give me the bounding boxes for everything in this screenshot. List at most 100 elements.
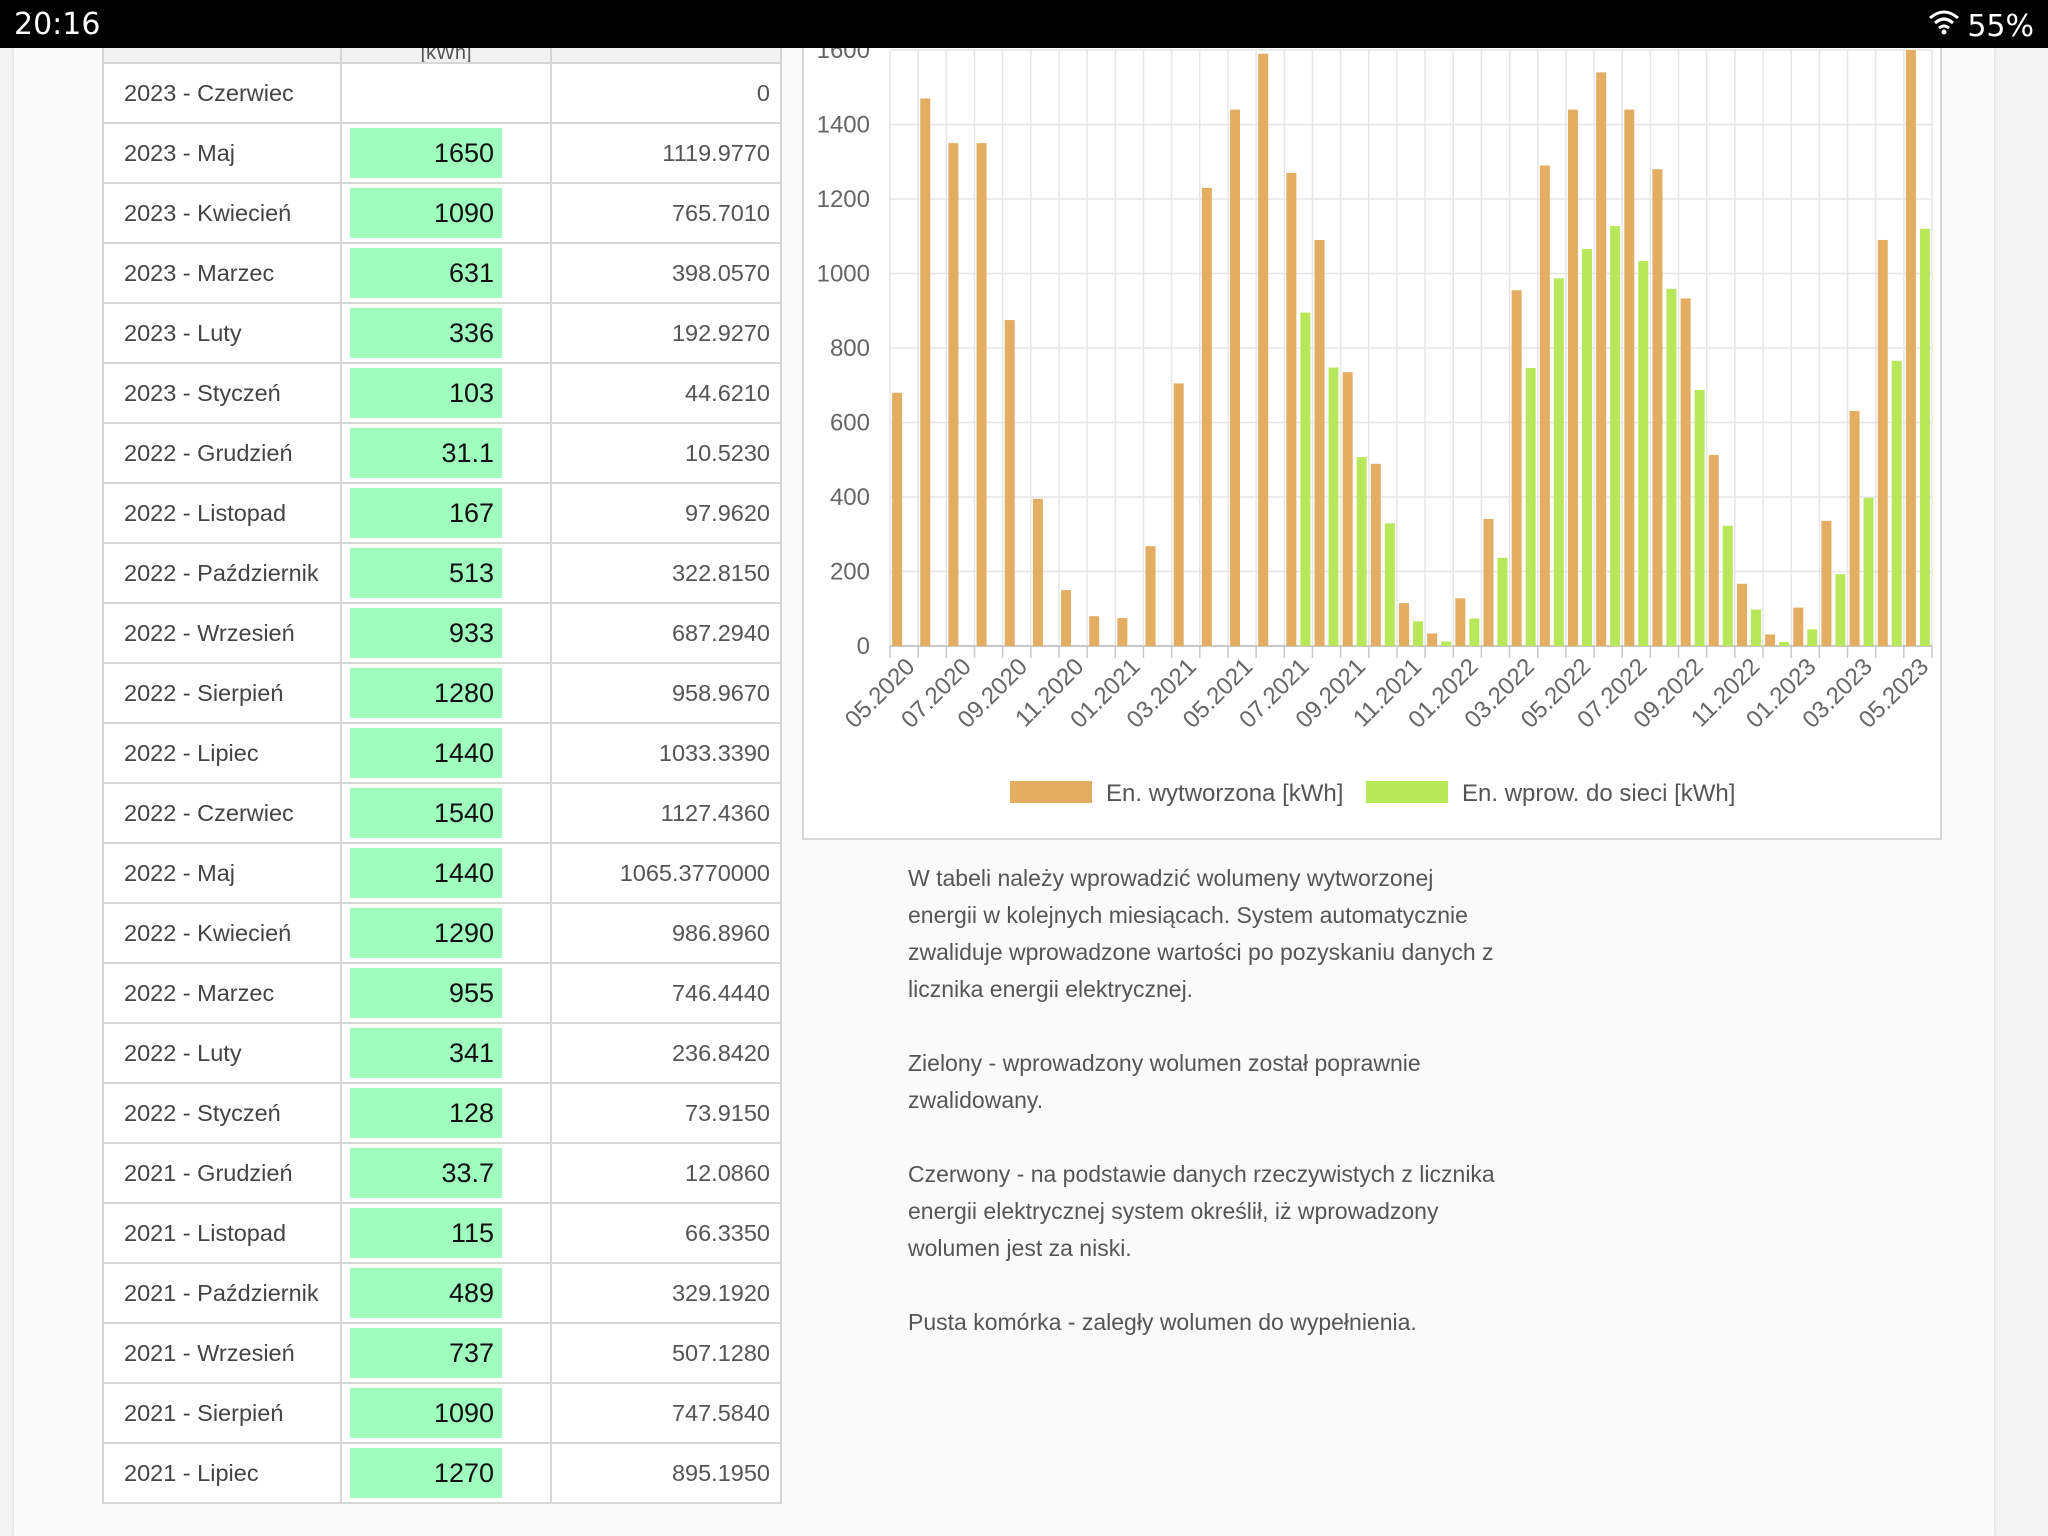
- table-row: 2022 - Marzec 955 746.4440: [102, 962, 782, 1024]
- validated-value-cell: 895.1950: [550, 1442, 782, 1504]
- info-paragraph-empty: Pusta komórka - zaległy wolumen do wypeł…: [908, 1309, 1417, 1335]
- validated-value-cell: 765.7010: [550, 182, 782, 244]
- volume-cell[interactable]: 1280: [340, 662, 552, 724]
- volume-value[interactable]: 33.7: [350, 1148, 502, 1198]
- month-cell: 2021 - Grudzień: [102, 1142, 342, 1204]
- volume-cell[interactable]: 489: [340, 1262, 552, 1324]
- header-month: [102, 48, 342, 64]
- volume-cell[interactable]: [340, 62, 552, 124]
- volume-cell[interactable]: 33.7: [340, 1142, 552, 1204]
- volume-cell[interactable]: 1540: [340, 782, 552, 844]
- volume-cell[interactable]: 1270: [340, 1442, 552, 1504]
- legend-label-produced: En. wytworzona [kWh]: [1106, 780, 1343, 807]
- volume-cell[interactable]: 31.1: [340, 422, 552, 484]
- volume-value[interactable]: 341: [350, 1028, 502, 1078]
- volume-cell[interactable]: 336: [340, 302, 552, 364]
- bar-exported: [1863, 497, 1874, 646]
- y-tick-label: 1000: [817, 261, 870, 288]
- energy-chart: 0 200 400 600 800 1000 1200 1400 1600 05.2020 07.2…: [802, 48, 1942, 840]
- production-table: [kWh] 2023 - Czerwiec 0 2023 - Maj 1650 1119…: [102, 48, 782, 1504]
- bar-exported: [1891, 360, 1902, 646]
- volume-value[interactable]: 955: [350, 968, 502, 1018]
- volume-value[interactable]: 1290: [350, 908, 502, 958]
- volume-cell[interactable]: 955: [340, 962, 552, 1024]
- status-bar: 20:16 55%: [0, 0, 2048, 48]
- bar-produced: [1370, 463, 1381, 646]
- table-row: 2022 - Luty 341 236.8420: [102, 1022, 782, 1084]
- volume-value[interactable]: 1270: [350, 1448, 502, 1498]
- volume-value[interactable]: 1090: [350, 188, 502, 238]
- volume-value[interactable]: 1280: [350, 668, 502, 718]
- bar-produced: [948, 143, 959, 646]
- bar-exported: [1497, 557, 1508, 646]
- volume-value[interactable]: 128: [350, 1088, 502, 1138]
- volume-cell[interactable]: 128: [340, 1082, 552, 1144]
- volume-cell[interactable]: 1290: [340, 902, 552, 964]
- legend-label-exported: En. wprow. do sieci [kWh]: [1462, 780, 1735, 807]
- validated-value-cell: 236.8420: [550, 1022, 782, 1084]
- volume-cell[interactable]: 1090: [340, 182, 552, 244]
- bar-produced: [1173, 383, 1184, 646]
- chart-svg: 0200400600800100012001400160005.202007.2…: [817, 48, 1935, 807]
- validated-value-cell: 398.0570: [550, 242, 782, 304]
- table-row: 2022 - Maj 1440 1065.3770000: [102, 842, 782, 904]
- battery-level: 55%: [1967, 8, 2034, 44]
- volume-value[interactable]: 31.1: [350, 428, 502, 478]
- volume-cell[interactable]: 115: [340, 1202, 552, 1264]
- bar-exported: [1807, 629, 1818, 646]
- volume-value[interactable]: 1440: [350, 848, 502, 898]
- volume-value[interactable]: 1650: [350, 128, 502, 178]
- bar-exported: [1384, 523, 1395, 646]
- volume-cell[interactable]: 631: [340, 242, 552, 304]
- bar-produced: [1708, 454, 1719, 646]
- volume-value[interactable]: 115: [350, 1208, 502, 1258]
- bar-produced: [1117, 618, 1128, 646]
- volume-value[interactable]: 513: [350, 548, 502, 598]
- volume-value[interactable]: 1090: [350, 1388, 502, 1438]
- volume-cell[interactable]: 1440: [340, 842, 552, 904]
- volume-cell[interactable]: 737: [340, 1322, 552, 1384]
- bar-produced: [1680, 298, 1691, 646]
- month-cell: 2022 - Luty: [102, 1022, 342, 1084]
- volume-value[interactable]: 489: [350, 1268, 502, 1318]
- volume-cell[interactable]: 103: [340, 362, 552, 424]
- y-tick-label: 1400: [817, 112, 870, 139]
- legend-swatch-exported: [1366, 781, 1448, 803]
- table-row: 2022 - Listopad 167 97.9620: [102, 482, 782, 544]
- volume-cell[interactable]: 1090: [340, 1382, 552, 1444]
- info-paragraph-red: Czerwony - na podstawie danych rzeczywis…: [908, 1161, 1495, 1261]
- info-paragraph-intro: W tabeli należy wprowadzić wolumeny wytw…: [908, 865, 1494, 1002]
- volume-cell[interactable]: 933: [340, 602, 552, 664]
- bar-produced: [1652, 169, 1663, 646]
- volume-value[interactable]: 167: [350, 488, 502, 538]
- volume-value[interactable]: 336: [350, 308, 502, 358]
- volume-value[interactable]: 103: [350, 368, 502, 418]
- bar-exported: [1469, 618, 1480, 646]
- info-text: W tabeli należy wprowadzić wolumeny wytw…: [908, 860, 1508, 1378]
- volume-cell[interactable]: 1440: [340, 722, 552, 784]
- table-row: 2021 - Sierpień 1090 747.5840: [102, 1382, 782, 1444]
- table-row: 2022 - Sierpień 1280 958.9670: [102, 662, 782, 724]
- volume-value[interactable]: 933: [350, 608, 502, 658]
- table-row: 2023 - Kwiecień 1090 765.7010: [102, 182, 782, 244]
- table-row: 2023 - Styczeń 103 44.6210: [102, 362, 782, 424]
- bar-produced: [1230, 109, 1241, 647]
- bar-exported: [1553, 278, 1564, 646]
- bar-produced: [1455, 598, 1466, 646]
- y-tick-label: 400: [830, 484, 870, 511]
- bar-exported: [1525, 367, 1536, 646]
- y-tick-label: 600: [830, 410, 870, 437]
- bar-produced: [920, 98, 931, 647]
- volume-value[interactable]: 1540: [350, 788, 502, 838]
- volume-cell[interactable]: 513: [340, 542, 552, 604]
- volume-cell[interactable]: 1650: [340, 122, 552, 184]
- volume-cell[interactable]: 341: [340, 1022, 552, 1084]
- volume-value[interactable]: 737: [350, 1328, 502, 1378]
- volume-value[interactable]: 1440: [350, 728, 502, 778]
- bar-exported: [1356, 457, 1367, 646]
- volume-cell[interactable]: 167: [340, 482, 552, 544]
- volume-value[interactable]: 631: [350, 248, 502, 298]
- table-row: 2023 - Maj 1650 1119.9770: [102, 122, 782, 184]
- bar-exported: [1779, 642, 1790, 646]
- table-row: 2022 - Czerwiec 1540 1127.4360: [102, 782, 782, 844]
